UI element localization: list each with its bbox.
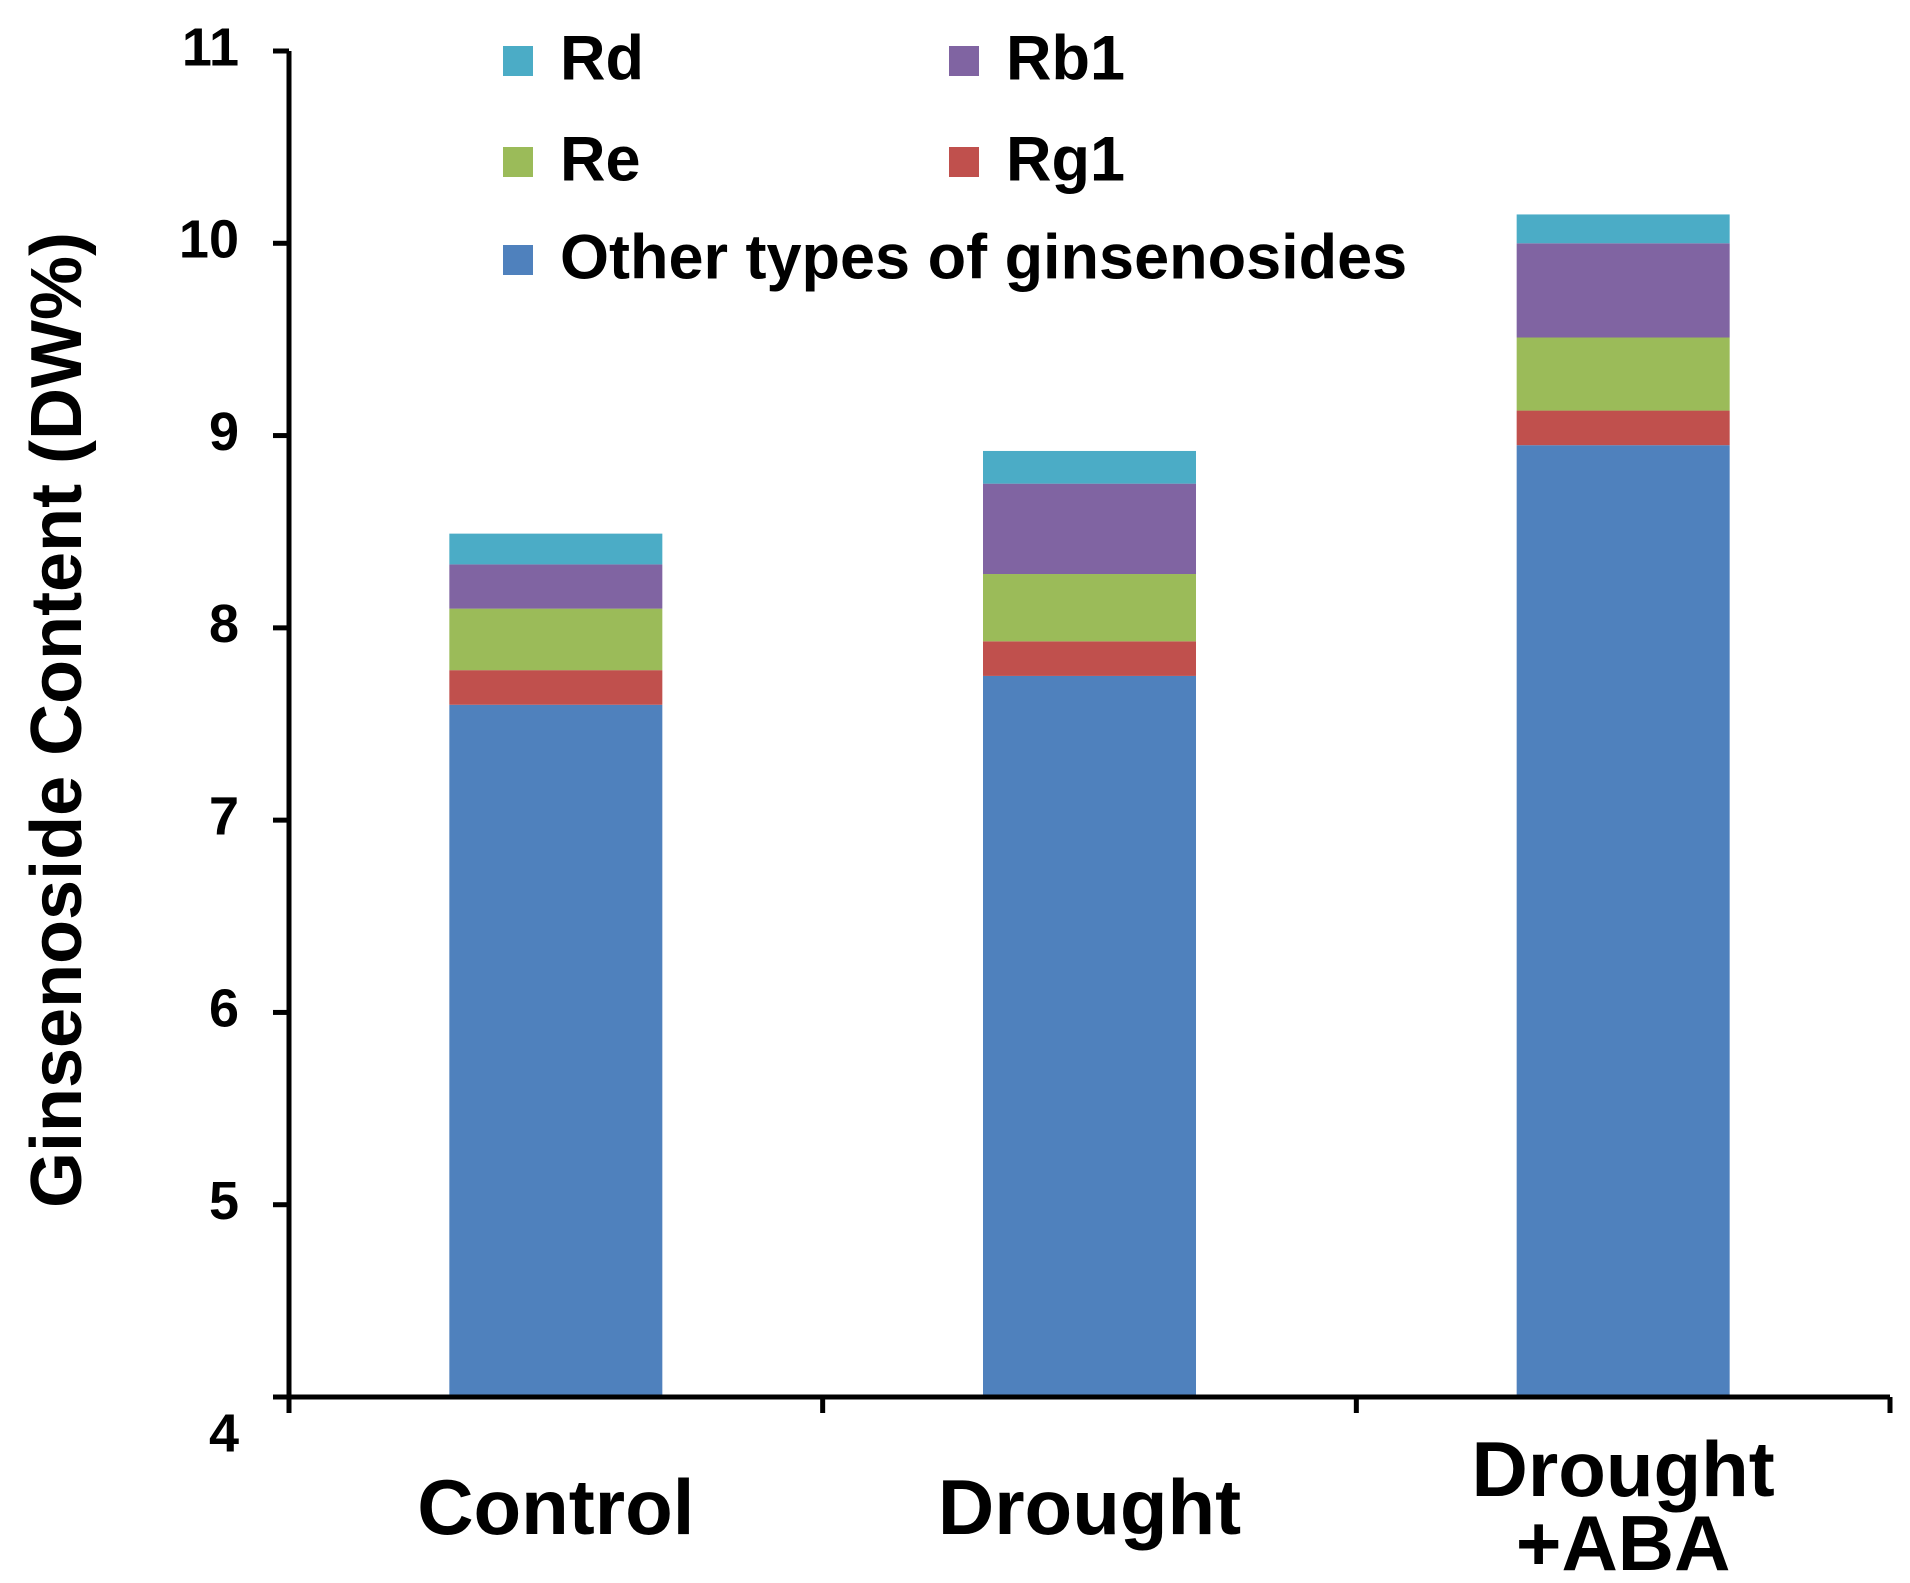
y-tick-label: 5	[209, 1171, 239, 1231]
bar-segment	[449, 564, 663, 609]
bar-segment	[983, 675, 1196, 1397]
x-tick-label-line: Control	[417, 1463, 694, 1551]
x-tick-label: Control	[417, 1463, 694, 1551]
legend-swatch	[503, 147, 533, 177]
y-axis-title: Ginsenoside Content (DW%)	[17, 232, 97, 1208]
bar-segment	[1516, 214, 1730, 244]
bar-segment	[983, 641, 1196, 676]
legend-label: Rg1	[1006, 125, 1125, 195]
y-tick-label: 8	[209, 594, 239, 654]
y-tick-label: 10	[179, 210, 239, 270]
y-tick-label: 4	[209, 1403, 239, 1463]
y-tick-label: 7	[209, 786, 239, 846]
legend-label: Re	[560, 125, 641, 195]
legend-swatch	[949, 147, 979, 177]
bar-segment	[449, 533, 663, 565]
legend-label: Other types of ginsenosides	[560, 223, 1407, 293]
bar-segment	[449, 670, 663, 705]
bar-segment	[983, 574, 1196, 642]
legend-swatch	[503, 46, 533, 76]
legend-label: Rb1	[1006, 24, 1125, 94]
bar-segment	[983, 483, 1196, 575]
bar-segment	[449, 704, 663, 1397]
y-tick-label: 6	[209, 979, 239, 1039]
x-tick-label-line: Drought	[938, 1463, 1241, 1551]
legend-swatch	[503, 245, 533, 275]
legend-label: Rd	[560, 24, 644, 94]
bar-segment	[1516, 410, 1730, 446]
bar-segment	[1516, 445, 1730, 1398]
x-tick-label: Drought +ABA	[1472, 1425, 1775, 1583]
bar-segment	[1516, 243, 1730, 338]
x-tick-label-line: +ABA	[1516, 1499, 1731, 1583]
y-tick-label: 11	[182, 17, 239, 77]
x-tick-label-line: Drought	[1472, 1425, 1775, 1513]
bar-segment	[983, 450, 1196, 484]
legend-swatch	[949, 46, 979, 76]
bar-segment	[449, 608, 663, 671]
bar-segment	[1516, 337, 1730, 411]
x-tick-label: Drought	[938, 1463, 1241, 1551]
y-tick-label: 9	[209, 402, 239, 462]
